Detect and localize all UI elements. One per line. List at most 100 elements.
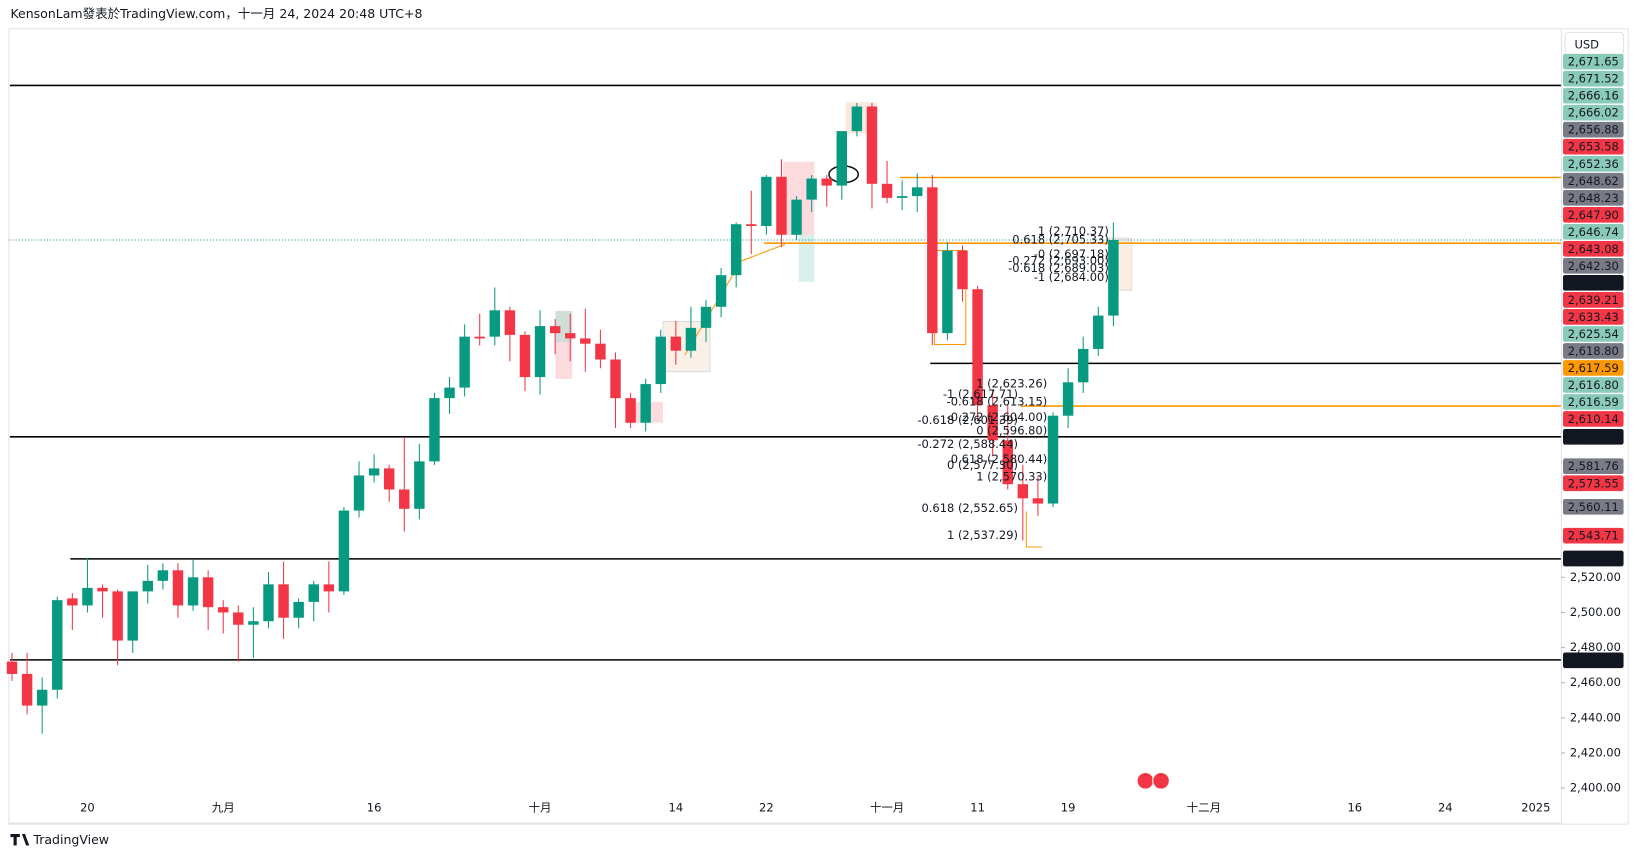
y-tick-label: 2,420.00	[1570, 745, 1621, 759]
price-label: 2,647.90	[1568, 208, 1619, 222]
price-label-box	[1563, 550, 1624, 567]
price-label-box	[1563, 652, 1624, 669]
candle-body	[1002, 440, 1013, 485]
candle-body	[278, 584, 289, 618]
candle-body	[776, 176, 787, 235]
candle-body	[187, 577, 199, 606]
price-label-box	[1563, 309, 1624, 325]
fib-label: 0 (2,596.80)	[976, 424, 1047, 438]
x-tick-label: 十一月	[870, 800, 904, 814]
candle-body	[21, 673, 33, 706]
fib-label: 1 (2,623.26)	[976, 377, 1047, 391]
candle-body	[1077, 348, 1089, 383]
candle-body	[670, 336, 682, 351]
x-tick-label: 2025	[1521, 800, 1550, 814]
price-label-box	[1563, 394, 1624, 410]
x-tick-label: 16	[367, 800, 382, 814]
candle-body	[761, 176, 772, 226]
price-label-box	[1563, 155, 1624, 172]
price-label: 2,618.80	[1568, 344, 1619, 358]
candle-body	[414, 461, 425, 509]
candle-body	[881, 183, 893, 198]
fib-label: 0.618 (2,705.33)	[1012, 233, 1109, 247]
price-label: 2,616.59	[1568, 395, 1619, 409]
fib-label: 1 (2,570.33)	[976, 470, 1047, 484]
candle-body	[504, 310, 516, 335]
candle-body	[746, 224, 757, 226]
price-label: 2,648.23	[1568, 191, 1619, 205]
fib-label: -0.618 (2,601.39)	[917, 413, 1018, 427]
price-label-box	[1563, 172, 1624, 189]
fib-label: -0.272 (2,604.00)	[947, 410, 1048, 424]
currency: USD	[1574, 37, 1599, 51]
candle-body	[489, 310, 501, 337]
x-tick-label: 24	[1438, 800, 1453, 814]
candle-body	[157, 570, 169, 581]
y-tick-label: 2,440.00	[1570, 710, 1621, 724]
price-label: 2,642.30	[1568, 259, 1619, 273]
x-tick-label: 九月	[212, 800, 235, 814]
candle-body	[293, 601, 304, 618]
candle-body	[142, 580, 154, 592]
y-tick-label: 2,480.00	[1570, 640, 1621, 654]
price-label-box	[1563, 53, 1624, 70]
price-label: 2,646.74	[1568, 225, 1619, 239]
price-label: 2,581.76	[1568, 459, 1619, 473]
candle-body	[52, 600, 63, 690]
price-label-box	[1563, 240, 1624, 257]
price-label: 2,543.71	[1568, 529, 1619, 543]
fib-label: -0 (2,697.18)	[1034, 247, 1109, 261]
price-label: 2,600.00	[1568, 430, 1619, 444]
price-label: 2,671.52	[1568, 72, 1619, 86]
candle-body	[595, 343, 606, 360]
price-label-box	[1563, 258, 1624, 274]
price-label-box	[1563, 411, 1624, 427]
price-label: 2,625.54	[1568, 327, 1619, 341]
price-label: 2,656.88	[1568, 123, 1619, 137]
candle-body	[534, 326, 546, 378]
price-label-box	[1563, 527, 1624, 544]
candle-body	[127, 591, 138, 641]
footer: TradingView	[10, 832, 109, 847]
candle-body	[700, 306, 712, 328]
candle-body	[565, 333, 576, 339]
price-label-box	[1563, 499, 1624, 515]
event-icon[interactable]	[1152, 771, 1170, 790]
price-label-box	[1563, 223, 1624, 240]
price-label: 2,617.59	[1568, 361, 1619, 375]
candle-body	[1108, 240, 1119, 316]
candle-body	[1093, 315, 1104, 349]
candle-body	[987, 405, 998, 441]
price-label-box	[1563, 458, 1624, 475]
price-label: 2,560.11	[1568, 500, 1619, 514]
candle-body	[36, 689, 48, 706]
candle-body	[444, 387, 455, 399]
x-tick-label: 22	[759, 800, 774, 814]
price-label-box	[1563, 343, 1624, 359]
price-label: 2,633.43	[1568, 310, 1619, 324]
event-icon[interactable]	[1136, 771, 1155, 790]
price-label-box	[1563, 377, 1624, 393]
candle-body	[942, 250, 953, 334]
logo	[10, 834, 30, 846]
candle-body	[353, 475, 365, 511]
price-label: 2,616.80	[1568, 378, 1619, 392]
candle-body	[1032, 498, 1044, 504]
candle-body	[218, 607, 229, 613]
fib-label: 0.618 (2,552.65)	[921, 501, 1018, 515]
candle-body	[112, 591, 123, 641]
candle-body	[625, 398, 636, 423]
candle-body	[202, 577, 214, 608]
candle-body	[383, 468, 395, 490]
fib-bracket	[1025, 511, 1043, 548]
fib-label: -0.618 (2,689.03)	[1008, 261, 1109, 275]
price-label-box	[1563, 360, 1624, 376]
candle-body	[640, 384, 651, 423]
candle-body	[248, 621, 259, 625]
footer-brand: TradingView	[32, 832, 109, 847]
fib-label: -0.272 (2,588.44)	[917, 437, 1018, 451]
chart-frame	[8, 28, 1629, 825]
price-label-box	[1563, 189, 1624, 206]
candle-body	[263, 584, 274, 622]
